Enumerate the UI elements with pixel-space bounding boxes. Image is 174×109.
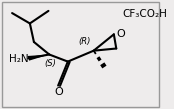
Text: H₂N: H₂N [9, 54, 29, 64]
Polygon shape [27, 54, 49, 61]
Text: O: O [116, 29, 125, 39]
Text: O: O [55, 87, 63, 97]
Text: CF₃CO₂H: CF₃CO₂H [123, 9, 168, 19]
Text: (S): (S) [44, 59, 56, 68]
Text: (R): (R) [78, 37, 91, 46]
